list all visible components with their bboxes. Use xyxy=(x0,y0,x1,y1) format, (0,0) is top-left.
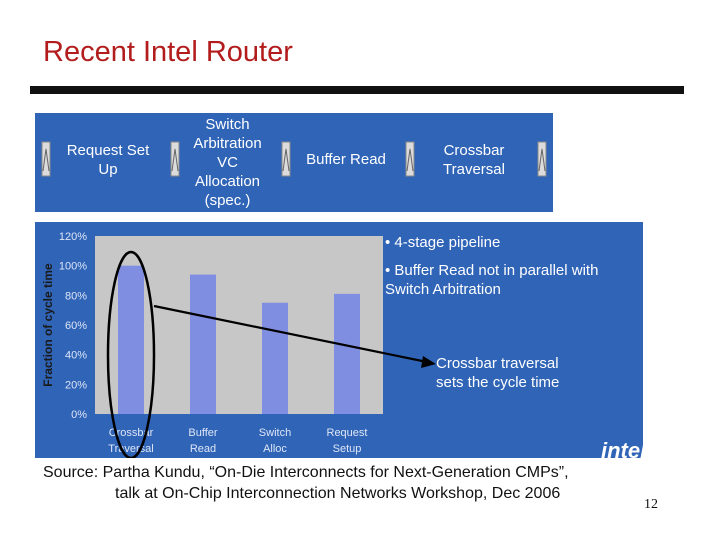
chart-panel: 0% 20% 40% 60% 80% 100% 120% Crossbar Traversal B… xyxy=(35,222,643,458)
latch-icon xyxy=(281,141,291,177)
y-tick-label: 100% xyxy=(59,261,87,273)
y-tick-label: 20% xyxy=(65,379,87,391)
latch-icon xyxy=(405,141,415,177)
x-tick-label: Buffer Read xyxy=(188,427,217,455)
source-line-2: talk at On-Chip Interconnection Networks… xyxy=(115,485,561,502)
bar xyxy=(334,293,360,414)
slide-title: Recent Intel Router xyxy=(43,36,293,68)
bar xyxy=(262,302,288,414)
title-rule xyxy=(30,86,684,94)
latch-icon xyxy=(41,141,51,177)
latch-icon xyxy=(170,141,180,177)
y-tick-label: 0% xyxy=(71,409,87,421)
y-axis-label: Fraction of cycle time xyxy=(41,263,55,387)
stage-buffer-read: Buffer Read xyxy=(306,151,386,168)
bar xyxy=(118,265,144,414)
callout-text: Crossbar traversal sets the cycle time xyxy=(436,355,560,391)
bar xyxy=(190,274,216,414)
x-tick-label: Switch Alloc xyxy=(259,427,291,455)
y-tick-label: 60% xyxy=(65,320,87,332)
callout-arrowhead xyxy=(421,356,436,368)
latch-icon xyxy=(537,141,547,177)
y-tick-label: 40% xyxy=(65,350,87,362)
cycle-time-chart: 0%20%40%60%80%100%120%Crossbar TraversalB… xyxy=(41,231,643,458)
stage-crossbar-traversal: Crossbar Traversal xyxy=(443,142,505,178)
callout-arrow-line xyxy=(153,304,428,364)
y-tick-label: 120% xyxy=(59,231,87,243)
source-line-1: Source: Partha Kundu, “On-Die Interconne… xyxy=(43,464,569,481)
page-number: 12 xyxy=(644,497,658,512)
x-tick-label: Request Setup xyxy=(327,427,368,455)
bullet-buffer-read: • Buffer Read not in parallel with Switc… xyxy=(385,262,599,298)
source-citation: Source: Partha Kundu, “On-Die Interconne… xyxy=(43,462,569,504)
stage-switch-arbitration: Switch Arbitration VC Allocation (spec.) xyxy=(193,116,262,209)
stage-request-setup: Request Set Up xyxy=(66,142,150,178)
y-tick-label: 80% xyxy=(65,290,87,302)
pipeline-panel xyxy=(35,113,553,212)
highlight-ellipse xyxy=(106,250,156,458)
bullet-4-stage: • 4-stage pipeline xyxy=(385,234,501,251)
intel-logo-fragment: intel xyxy=(601,438,643,458)
